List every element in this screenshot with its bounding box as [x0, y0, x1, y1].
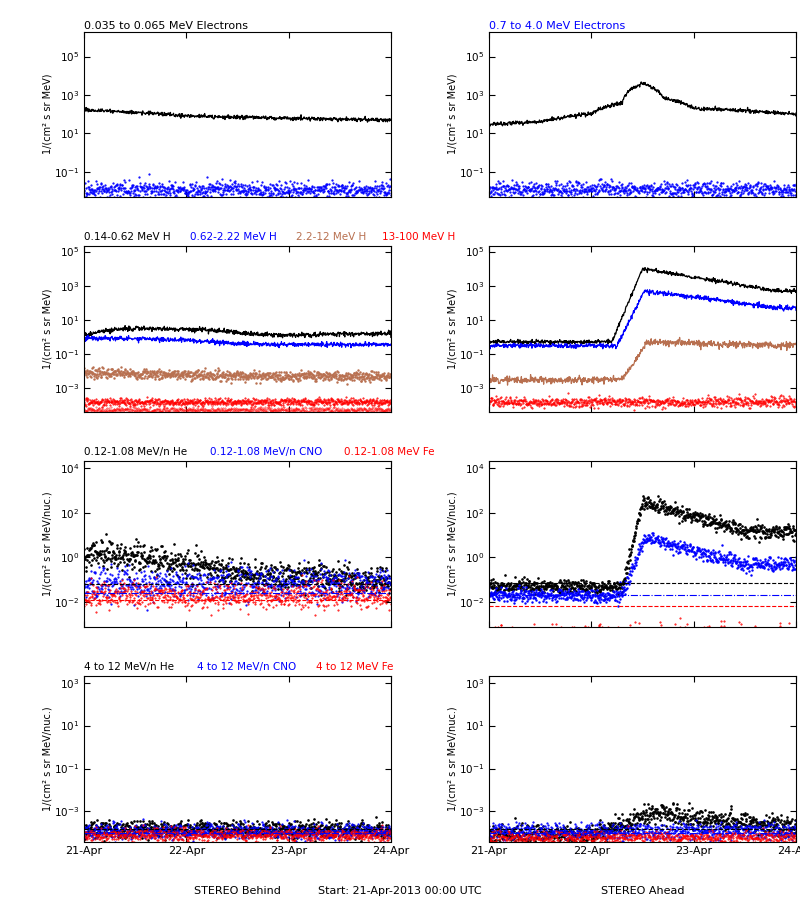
Y-axis label: 1/(cm² s sr MeV/nuc.): 1/(cm² s sr MeV/nuc.) [448, 491, 458, 597]
Text: STEREO Ahead: STEREO Ahead [601, 886, 684, 896]
Text: 0.7 to 4.0 MeV Electrons: 0.7 to 4.0 MeV Electrons [489, 21, 626, 31]
Y-axis label: 1/(cm² s sr MeV/nuc.): 1/(cm² s sr MeV/nuc.) [42, 491, 53, 597]
Y-axis label: 1/(cm² s sr MeV): 1/(cm² s sr MeV) [42, 289, 52, 369]
Y-axis label: 1/(cm² s sr MeV/nuc.): 1/(cm² s sr MeV/nuc.) [42, 706, 52, 811]
Text: 0.12-1.08 MeV Fe: 0.12-1.08 MeV Fe [344, 446, 441, 457]
Text: 0.035 to 0.065 MeV Electrons: 0.035 to 0.065 MeV Electrons [84, 21, 248, 31]
Text: 0.12-1.08 MeV/n He: 0.12-1.08 MeV/n He [84, 446, 194, 457]
Text: 4 to 12 MeV/n CNO: 4 to 12 MeV/n CNO [197, 662, 302, 671]
Text: 0.12-1.08 MeV/n CNO: 0.12-1.08 MeV/n CNO [210, 446, 330, 457]
Y-axis label: 1/(cm² s sr MeV): 1/(cm² s sr MeV) [447, 74, 458, 155]
Y-axis label: 1/(cm² s sr MeV/nuc.): 1/(cm² s sr MeV/nuc.) [447, 706, 458, 811]
Text: 4 to 12 MeV/n He: 4 to 12 MeV/n He [84, 662, 181, 671]
Y-axis label: 1/(cm² s sr MeV): 1/(cm² s sr MeV) [447, 289, 458, 369]
Text: 2.2-12 MeV H: 2.2-12 MeV H [296, 232, 373, 242]
Text: 0.62-2.22 MeV H: 0.62-2.22 MeV H [190, 232, 283, 242]
Text: STEREO Behind: STEREO Behind [194, 886, 281, 896]
Text: 0.14-0.62 MeV H: 0.14-0.62 MeV H [84, 232, 177, 242]
Text: 13-100 MeV H: 13-100 MeV H [382, 232, 462, 242]
Text: Start: 21-Apr-2013 00:00 UTC: Start: 21-Apr-2013 00:00 UTC [318, 886, 482, 896]
Text: 4 to 12 MeV Fe: 4 to 12 MeV Fe [317, 662, 400, 671]
Y-axis label: 1/(cm² s sr MeV): 1/(cm² s sr MeV) [42, 74, 52, 155]
